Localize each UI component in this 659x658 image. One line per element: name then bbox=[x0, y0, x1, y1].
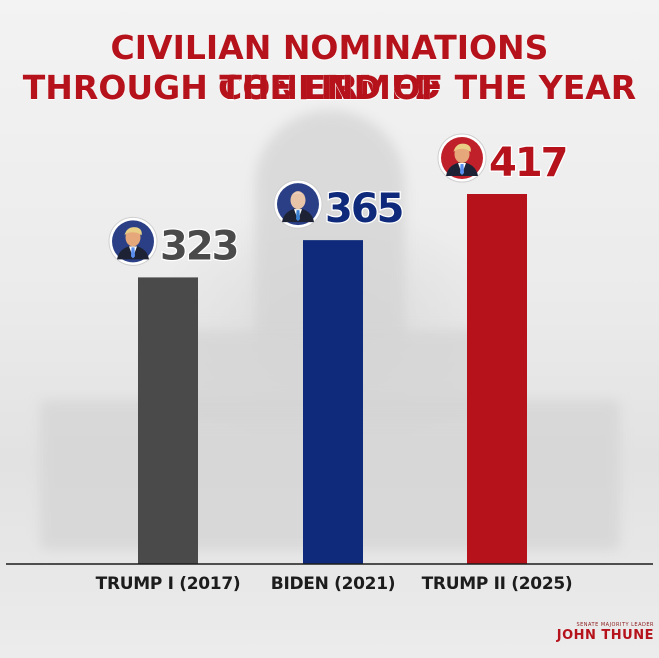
value-label-1: 365 bbox=[325, 186, 403, 232]
trump-portrait-icon bbox=[437, 133, 487, 183]
chart-title-line-1: CIVILIAN NOMINATIONS CONFIRMED bbox=[110, 28, 549, 107]
biden-portrait-icon bbox=[273, 179, 323, 229]
bar-2 bbox=[467, 194, 527, 564]
trump-portrait-icon bbox=[108, 216, 158, 266]
value-label-0: 323 bbox=[160, 223, 238, 269]
brand-name: JOHN THUNE bbox=[556, 628, 654, 643]
chart-title-line-2: THROUGH THE END OF THE YEAR bbox=[22, 68, 637, 107]
category-label-trump-ii: TRUMP II (2025) bbox=[421, 574, 573, 594]
category-label-trump-i: TRUMP I (2017) bbox=[95, 574, 241, 594]
brand-logo: SENATE MAJORITY LEADER JOHN THUNE bbox=[514, 622, 654, 643]
bar-1 bbox=[303, 240, 363, 564]
category-label-biden: BIDEN (2021) bbox=[270, 574, 396, 594]
bar-0 bbox=[138, 277, 198, 564]
brand-subtitle: SENATE MAJORITY LEADER bbox=[576, 622, 654, 628]
value-label-2: 417 bbox=[489, 140, 567, 186]
